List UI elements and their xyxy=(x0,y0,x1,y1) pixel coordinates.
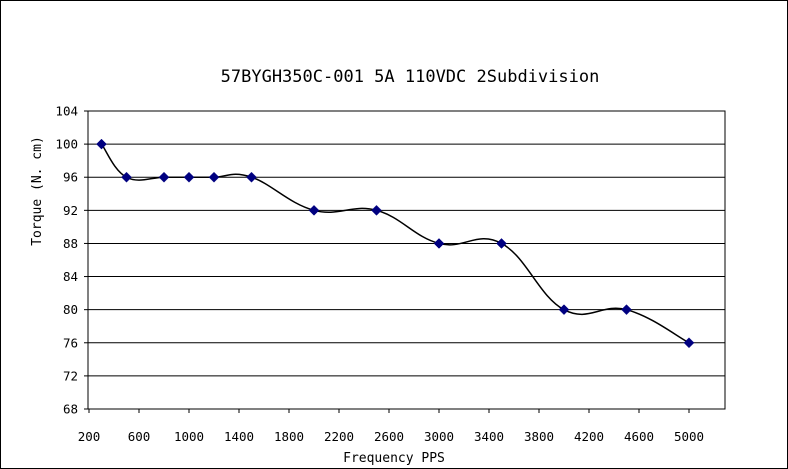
y-tick-label: 88 xyxy=(63,236,78,251)
y-tick-label: 76 xyxy=(63,335,78,350)
x-tick-label: 1000 xyxy=(174,429,204,444)
x-tick-label: 600 xyxy=(128,429,151,444)
x-tick-label: 3800 xyxy=(524,429,554,444)
data-point-marker xyxy=(121,171,132,183)
x-tick-label: 5000 xyxy=(674,429,704,444)
y-tick-label: 96 xyxy=(63,170,78,185)
x-tick-label: 1800 xyxy=(274,429,304,444)
y-tick-label: 68 xyxy=(63,402,78,417)
data-point-marker xyxy=(558,304,570,316)
y-tick-label: 100 xyxy=(55,137,78,152)
x-axis-ticks: 200 600 1000 1400 1800 2200 2600 3000 3400 3800 42… xyxy=(78,409,704,444)
data-point-marker xyxy=(433,238,445,249)
x-tick-label: 1400 xyxy=(224,429,254,444)
x-tick-label: 4200 xyxy=(574,429,604,444)
data-point-marker xyxy=(308,204,320,216)
x-tick-label: 3400 xyxy=(474,429,504,444)
data-point-marker xyxy=(683,337,695,349)
plot-area xyxy=(87,110,726,410)
y-tick-label: 92 xyxy=(63,203,78,218)
x-tick-label: 2200 xyxy=(324,429,354,444)
y-axis-title: Torque (N. cm) xyxy=(30,136,45,246)
data-point-marker xyxy=(96,138,107,150)
data-point-marker xyxy=(183,171,195,183)
x-tick-label: 3000 xyxy=(424,429,454,444)
data-point-marker xyxy=(246,171,257,183)
x-tick-label: 4600 xyxy=(624,429,654,444)
data-point-marker xyxy=(158,171,170,183)
y-axis-ticks: 68 72 76 80 84 88 92 96 100 104 xyxy=(55,104,88,417)
x-axis-title: Frequency PPS xyxy=(343,451,445,466)
data-point-marker xyxy=(371,204,382,216)
data-point-marker xyxy=(208,171,220,183)
x-tick-label: 2600 xyxy=(374,429,404,444)
data-point-marker xyxy=(621,304,632,316)
chart-title: 57BYGH350C-001 5A 110VDC 2Subdivision xyxy=(221,67,600,87)
y-tick-label: 104 xyxy=(55,104,78,119)
series-markers xyxy=(96,138,695,349)
x-tick-label: 200 xyxy=(78,429,101,444)
y-tick-label: 80 xyxy=(63,302,78,317)
y-tick-label: 84 xyxy=(63,269,78,284)
y-tick-label: 72 xyxy=(63,368,78,383)
data-point-marker xyxy=(496,238,507,249)
